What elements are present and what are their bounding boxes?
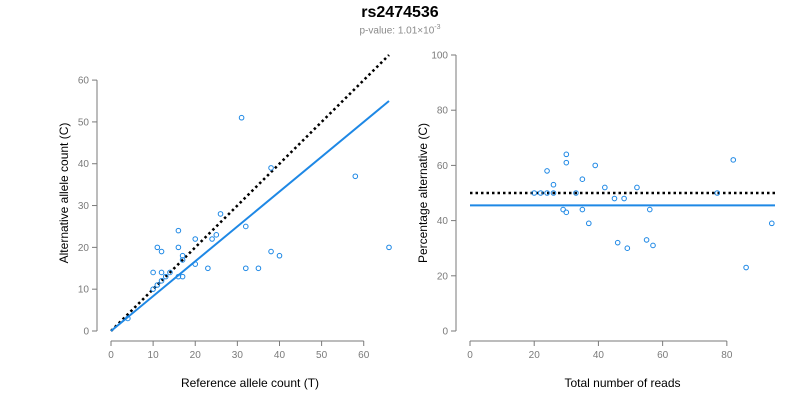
- y-tick-label: 0: [83, 327, 89, 338]
- x-axis-title: Total number of reads: [564, 376, 680, 390]
- y-tick-label: 80: [437, 106, 449, 117]
- y-tick-label: 40: [437, 216, 449, 227]
- data-point: [150, 286, 156, 292]
- y-tick-label: 60: [78, 76, 90, 87]
- data-point: [643, 237, 650, 243]
- chart-title: rs2474536: [361, 4, 439, 21]
- x-tick-label: 50: [316, 350, 328, 361]
- data-point: [592, 162, 599, 169]
- data-point: [192, 236, 199, 242]
- x-tick-label: 0: [467, 350, 473, 361]
- data-point: [179, 273, 186, 280]
- data-point: [544, 168, 550, 174]
- data-point: [743, 264, 749, 271]
- data-point: [276, 252, 283, 259]
- data-point: [550, 190, 557, 196]
- data-point: [621, 195, 627, 202]
- data-point: [213, 232, 220, 238]
- data-point: [158, 278, 165, 284]
- data-point: [563, 159, 570, 166]
- x-tick-label: 60: [657, 350, 669, 361]
- data-point: [768, 220, 775, 227]
- x-tick-label: 0: [108, 350, 114, 361]
- data-point: [175, 227, 182, 234]
- allele-count-scatter-panel: 0 10 20 30 40 50 60 Reference allele count (T) 0…: [57, 54, 392, 390]
- p-value-subtitle: p-value: 1.01×10-3: [0, 24, 800, 36]
- data-point: [573, 190, 579, 196]
- p-value-text: p-value: 1.01×10: [359, 25, 435, 37]
- data-point: [579, 176, 586, 182]
- y-axis-title: Alternative allele count (C): [57, 123, 71, 264]
- y-tick-label: 60: [437, 161, 449, 172]
- data-point: [646, 206, 653, 213]
- data-point: [611, 195, 618, 202]
- x-axis-title: Reference allele count (T): [181, 376, 319, 390]
- data-point: [714, 190, 721, 196]
- y-tick-label: 100: [431, 51, 448, 62]
- data-point: [352, 173, 359, 180]
- data-point: [255, 265, 262, 272]
- data-point: [192, 261, 199, 267]
- data-point: [154, 282, 161, 288]
- reference-dotted-line: [110, 54, 390, 332]
- data-point: [167, 269, 173, 276]
- data-point: [730, 157, 737, 163]
- data-point: [150, 269, 156, 276]
- data-point: [624, 245, 631, 251]
- y-tick-label: 30: [78, 201, 90, 212]
- data-point: [217, 211, 224, 217]
- data-point: [650, 242, 656, 249]
- p-value-exponent: -3: [434, 24, 441, 31]
- y-tick-label: 10: [78, 285, 90, 296]
- data-point: [242, 223, 249, 230]
- data-point: [560, 206, 566, 213]
- data-point: [209, 236, 215, 242]
- x-tick-label: 80: [721, 350, 733, 361]
- x-tick-label: 40: [274, 350, 286, 361]
- data-point: [579, 206, 586, 213]
- y-tick-label: 40: [78, 159, 90, 170]
- data-point: [386, 244, 392, 251]
- x-tick-label: 20: [190, 350, 202, 361]
- y-tick-label: 20: [437, 271, 449, 282]
- data-point: [544, 190, 550, 196]
- fit-line: [110, 100, 390, 332]
- data-point: [162, 273, 169, 280]
- x-tick-label: 40: [593, 350, 605, 361]
- data-point: [125, 315, 131, 322]
- y-tick-label: 50: [78, 117, 90, 128]
- data-point: [238, 114, 245, 121]
- data-point: [179, 252, 186, 259]
- x-tick-label: 20: [529, 350, 541, 361]
- data-point: [602, 184, 608, 191]
- data-point: [614, 239, 621, 246]
- data-point: [205, 265, 211, 272]
- data-point: [175, 244, 182, 251]
- y-tick-label: 20: [78, 243, 90, 254]
- x-tick-label: 10: [148, 350, 160, 361]
- data-point: [537, 190, 544, 196]
- data-point: [563, 209, 570, 216]
- data-point: [634, 184, 640, 191]
- data-point: [242, 265, 249, 272]
- data-point: [268, 165, 274, 171]
- data-point: [531, 190, 538, 196]
- data-point: [154, 244, 161, 251]
- data-point: [563, 151, 570, 158]
- y-axis-title: Percentage alternative (C): [416, 123, 430, 263]
- y-tick-label: 0: [442, 327, 448, 338]
- data-point: [158, 269, 165, 276]
- data-point: [158, 248, 165, 255]
- data-point: [550, 181, 557, 188]
- x-tick-label: 30: [232, 350, 244, 361]
- percentage-alternative-scatter-panel: 0 20 40 60 80 Total number of reads 0 20 40 60 80 1…: [416, 51, 775, 390]
- data-point: [268, 248, 274, 255]
- x-tick-label: 60: [358, 350, 370, 361]
- data-point: [585, 220, 592, 227]
